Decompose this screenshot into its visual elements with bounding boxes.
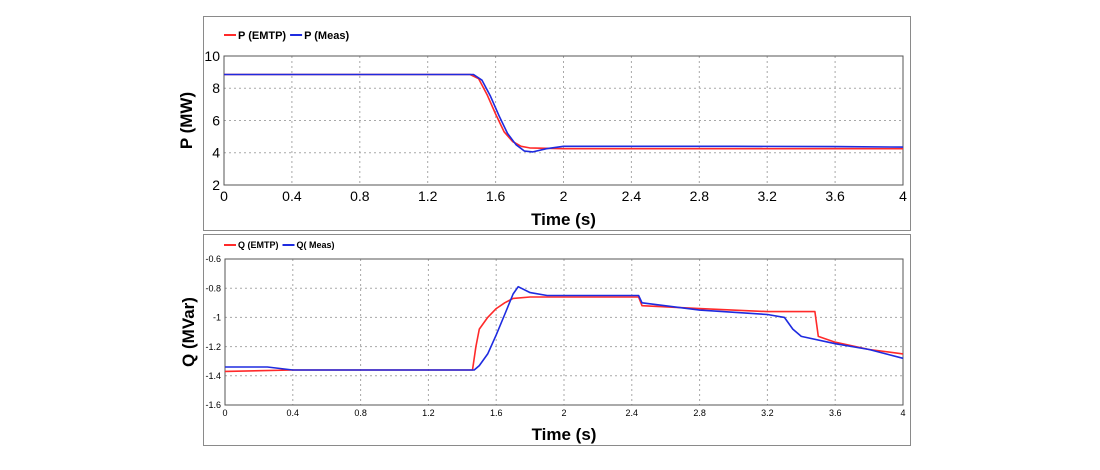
series-line-q-emtp [224,296,904,373]
y-tick-label: -1.4 [205,371,221,381]
y-tick-label: -1.6 [205,400,221,410]
x-tick-label: 2.4 [622,188,642,204]
y-tick-label: -1 [213,313,221,323]
chart-panel-reactive-power: 0 0.4 0.8 1.2 1.6 2 2.4 2.8 3.2 3.6 4 -1.6 -1.4 -1.2 -… [179,234,911,446]
x-tick-label: 1.2 [422,408,435,418]
x-tick-label: 2 [561,408,566,418]
x-axis-title: Time (s) [532,425,597,444]
x-tick-label: 3.6 [825,188,845,204]
plot-area-frame [224,258,904,406]
x-axis-title: Time (s) [531,210,596,229]
legend-entry: Q( Meas) [297,240,335,250]
series-line-p-emtp [224,73,903,150]
legend-entry: Q (EMTP) [238,240,279,250]
x-tick-label: 3.2 [757,188,777,204]
y-tick-label: -0.6 [205,254,221,264]
y-axis-title: P (MW) [177,92,196,149]
y-tick-label: 6 [212,112,220,128]
y-tick-label: 2 [212,177,220,193]
x-tick-label: 0.4 [287,408,300,418]
y-tick-label: 10 [204,48,220,64]
x-tick-label: 0.8 [354,408,367,418]
x-tick-label: 1.6 [490,408,503,418]
x-tick-label: 0.8 [350,188,370,204]
x-tick-label: 4 [899,188,907,204]
y-tick-label: 8 [212,80,220,96]
x-tick-label: 0.4 [282,188,302,204]
chart-panel-power: 0 0.4 0.8 1.2 1.6 2 2.4 2.8 3.2 3.6 4 2 4 6 8 10 Time (s… [177,16,911,231]
x-tick-label: 4 [900,408,905,418]
x-tick-label: 0 [222,408,227,418]
x-tick-label: 0 [220,188,228,204]
y-tick-label: 4 [212,145,220,161]
x-tick-label: 2.8 [693,408,706,418]
x-tick-label: 3.6 [829,408,842,418]
power-chart: 0 0.4 0.8 1.2 1.6 2 2.4 2.8 3.2 3.6 4 2 4 6 8 10 Time (s… [177,30,907,229]
y-tick-label: -1.2 [205,342,221,352]
x-tick-label: 2 [560,188,568,204]
x-tick-label: 1.6 [486,188,506,204]
x-tick-label: 2.8 [690,188,710,204]
y-axis-title: Q (MVar) [179,297,198,367]
x-tick-label: 2.4 [626,408,639,418]
reactive-power-chart: 0 0.4 0.8 1.2 1.6 2 2.4 2.8 3.2 3.6 4 -1.6 -1.4 -1.2 -… [179,240,906,444]
x-tick-label: 3.2 [761,408,774,418]
plot-area-frame [223,55,904,186]
x-tick-label: 1.2 [418,188,438,204]
legend-entry: P (Meas) [304,30,349,42]
series-line-q-meas [225,285,904,371]
y-tick-label: -0.8 [205,283,221,293]
legend-entry: P (EMTP) [238,30,286,42]
series-line-p-meas [224,73,904,153]
